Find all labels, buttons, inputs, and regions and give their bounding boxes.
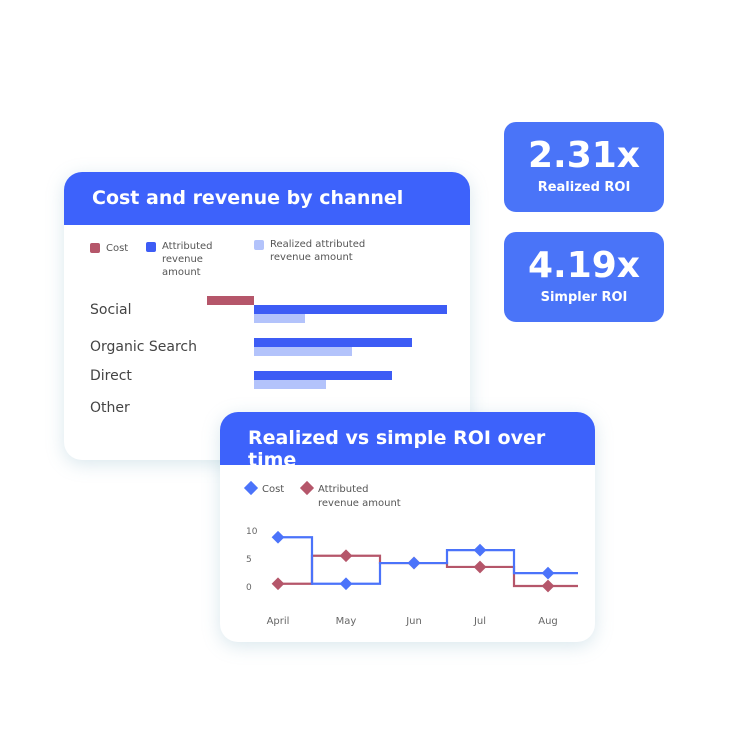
legend-cost-marker <box>243 480 259 496</box>
legend-attributed-swatch <box>146 242 156 252</box>
line-chart: Cost Attributed revenue amount 10 5 0 April M… <box>243 480 578 627</box>
realized-roi-label: Realized ROI <box>537 180 631 195</box>
simpler-roi-tile: 4.19x Simpler ROI <box>504 232 664 322</box>
legend-revenue-marker <box>299 480 315 496</box>
category-other: Other <box>90 400 130 416</box>
x-tick-april: April <box>267 616 290 627</box>
y-tick-10: 10 <box>246 527 258 537</box>
legend-revenue-text: Attributed <box>318 484 369 495</box>
cost-bar-social <box>207 296 254 305</box>
legend-realized-swatch <box>254 240 264 250</box>
revenue-point-may <box>339 549 353 563</box>
card-title: Realized vs simple ROI over time <box>220 412 595 471</box>
cost-point-jun <box>407 556 421 570</box>
realized-bar-social <box>254 314 305 323</box>
legend-cost: Cost <box>262 484 284 495</box>
category-social: Social <box>90 302 132 318</box>
cost-revenue-card: Cost and revenue by channel Cost Attribu… <box>64 172 470 460</box>
legend-realized: Realized attributed revenue amount <box>270 239 366 263</box>
attributed-bar-direct <box>254 371 392 380</box>
legend-revenue: Attributed revenue amount <box>318 484 401 509</box>
y-tick-0: 0 <box>246 583 252 593</box>
revenue-point-aug <box>541 579 555 593</box>
realized-bar-direct <box>254 380 326 389</box>
cost-point-may <box>339 577 353 591</box>
legend-revenue-text-line2: revenue amount <box>318 498 401 509</box>
realized-roi-tile: 2.31x Realized ROI <box>504 122 664 212</box>
simpler-roi-label: Simpler ROI <box>540 290 628 305</box>
y-tick-5: 5 <box>246 555 252 565</box>
legend-attributed: Attributed revenue amount <box>162 241 213 278</box>
card-title: Cost and revenue by channel <box>64 172 470 225</box>
realized-roi-value: 2.31x <box>527 135 641 176</box>
cost-point-april <box>271 530 285 544</box>
series-line-cost <box>278 536 578 585</box>
attributed-bar-social <box>254 305 447 314</box>
revenue-point-april <box>271 577 285 591</box>
simpler-roi-value: 4.19x <box>527 245 641 286</box>
realized-bar-organic-search <box>254 347 352 356</box>
x-tick-jul: Jul <box>473 616 486 627</box>
cost-point-jul <box>473 543 487 557</box>
legend-cost: Cost <box>106 243 129 254</box>
attributed-bar-organic-search <box>254 338 412 347</box>
category-direct: Direct <box>90 368 132 384</box>
cost-point-aug <box>541 566 555 580</box>
category-organic-search: Organic Search <box>90 339 198 355</box>
roi-over-time-card: Realized vs simple ROI over time Cost At… <box>220 412 595 642</box>
legend-cost-swatch <box>90 243 100 253</box>
revenue-point-jul <box>473 560 487 574</box>
x-tick-jun: Jun <box>405 616 422 627</box>
x-tick-aug: Aug <box>538 616 558 627</box>
series-line-revenue <box>278 554 578 588</box>
x-tick-may: May <box>336 616 357 627</box>
